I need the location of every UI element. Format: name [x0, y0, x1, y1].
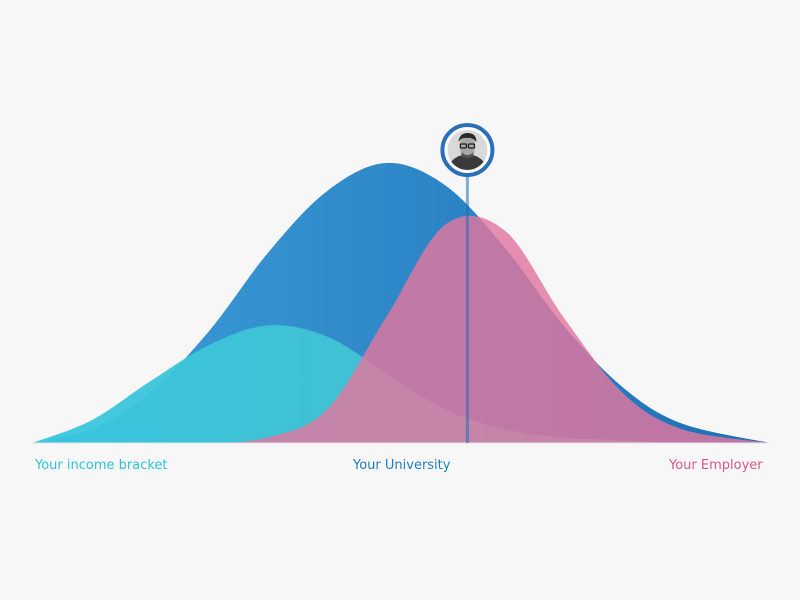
- series-area-employer: [32, 215, 770, 444]
- x-label-university: Your University: [353, 458, 451, 473]
- x-label-income-bracket: Your income bracket: [35, 458, 168, 473]
- series-layer: [32, 162, 770, 444]
- x-label-employer: Your Employer: [669, 458, 763, 473]
- marker-layer: [440, 123, 495, 443]
- avatar-icon[interactable]: [447, 130, 488, 170]
